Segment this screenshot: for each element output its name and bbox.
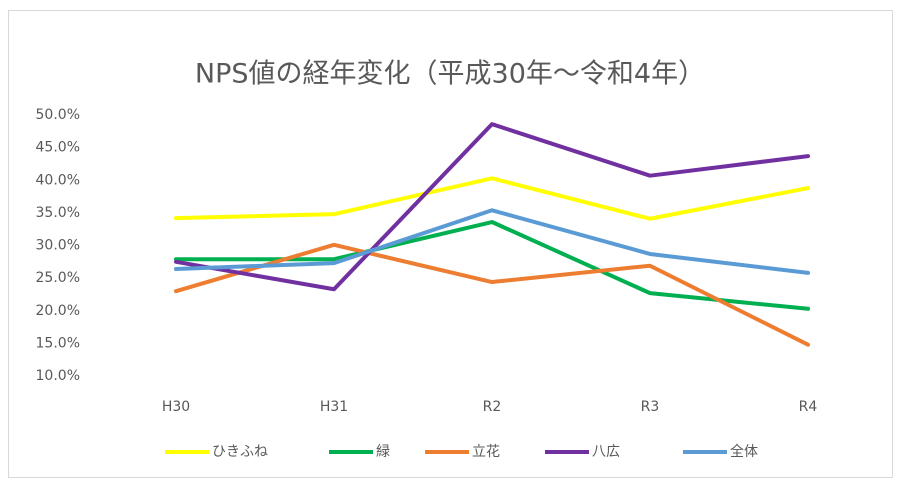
y-tick-label: 10.0% [36, 368, 80, 384]
series-line [174, 208, 810, 275]
x-tick-label: H31 [320, 399, 348, 415]
legend-label: 立花 [472, 444, 500, 460]
chart-title: NPS値の経年変化（平成30年～令和4年） [195, 59, 705, 90]
legend-label: 緑 [376, 444, 390, 460]
series-line [174, 242, 810, 347]
legend-label: 八広 [592, 444, 620, 460]
y-tick-label: 40.0% [36, 172, 80, 188]
series-line [174, 122, 810, 292]
y-tick-label: 15.0% [36, 335, 80, 351]
x-tick-label: H30 [162, 399, 190, 415]
x-tick-label: R3 [641, 399, 660, 415]
legend-label: 全体 [730, 443, 758, 460]
legend-label: ひきふね [212, 444, 268, 460]
y-tick-label: 20.0% [36, 303, 80, 319]
y-tick-label: 30.0% [36, 238, 80, 254]
x-tick-label: R4 [799, 399, 818, 415]
y-tick-label: 50.0% [36, 107, 80, 123]
y-tick-label: 25.0% [36, 270, 80, 286]
y-tick-label: 45.0% [36, 140, 80, 156]
chart-border [8, 10, 893, 478]
series-line [174, 176, 810, 221]
y-tick-label: 35.0% [36, 205, 80, 221]
x-tick-label: R2 [483, 399, 502, 415]
